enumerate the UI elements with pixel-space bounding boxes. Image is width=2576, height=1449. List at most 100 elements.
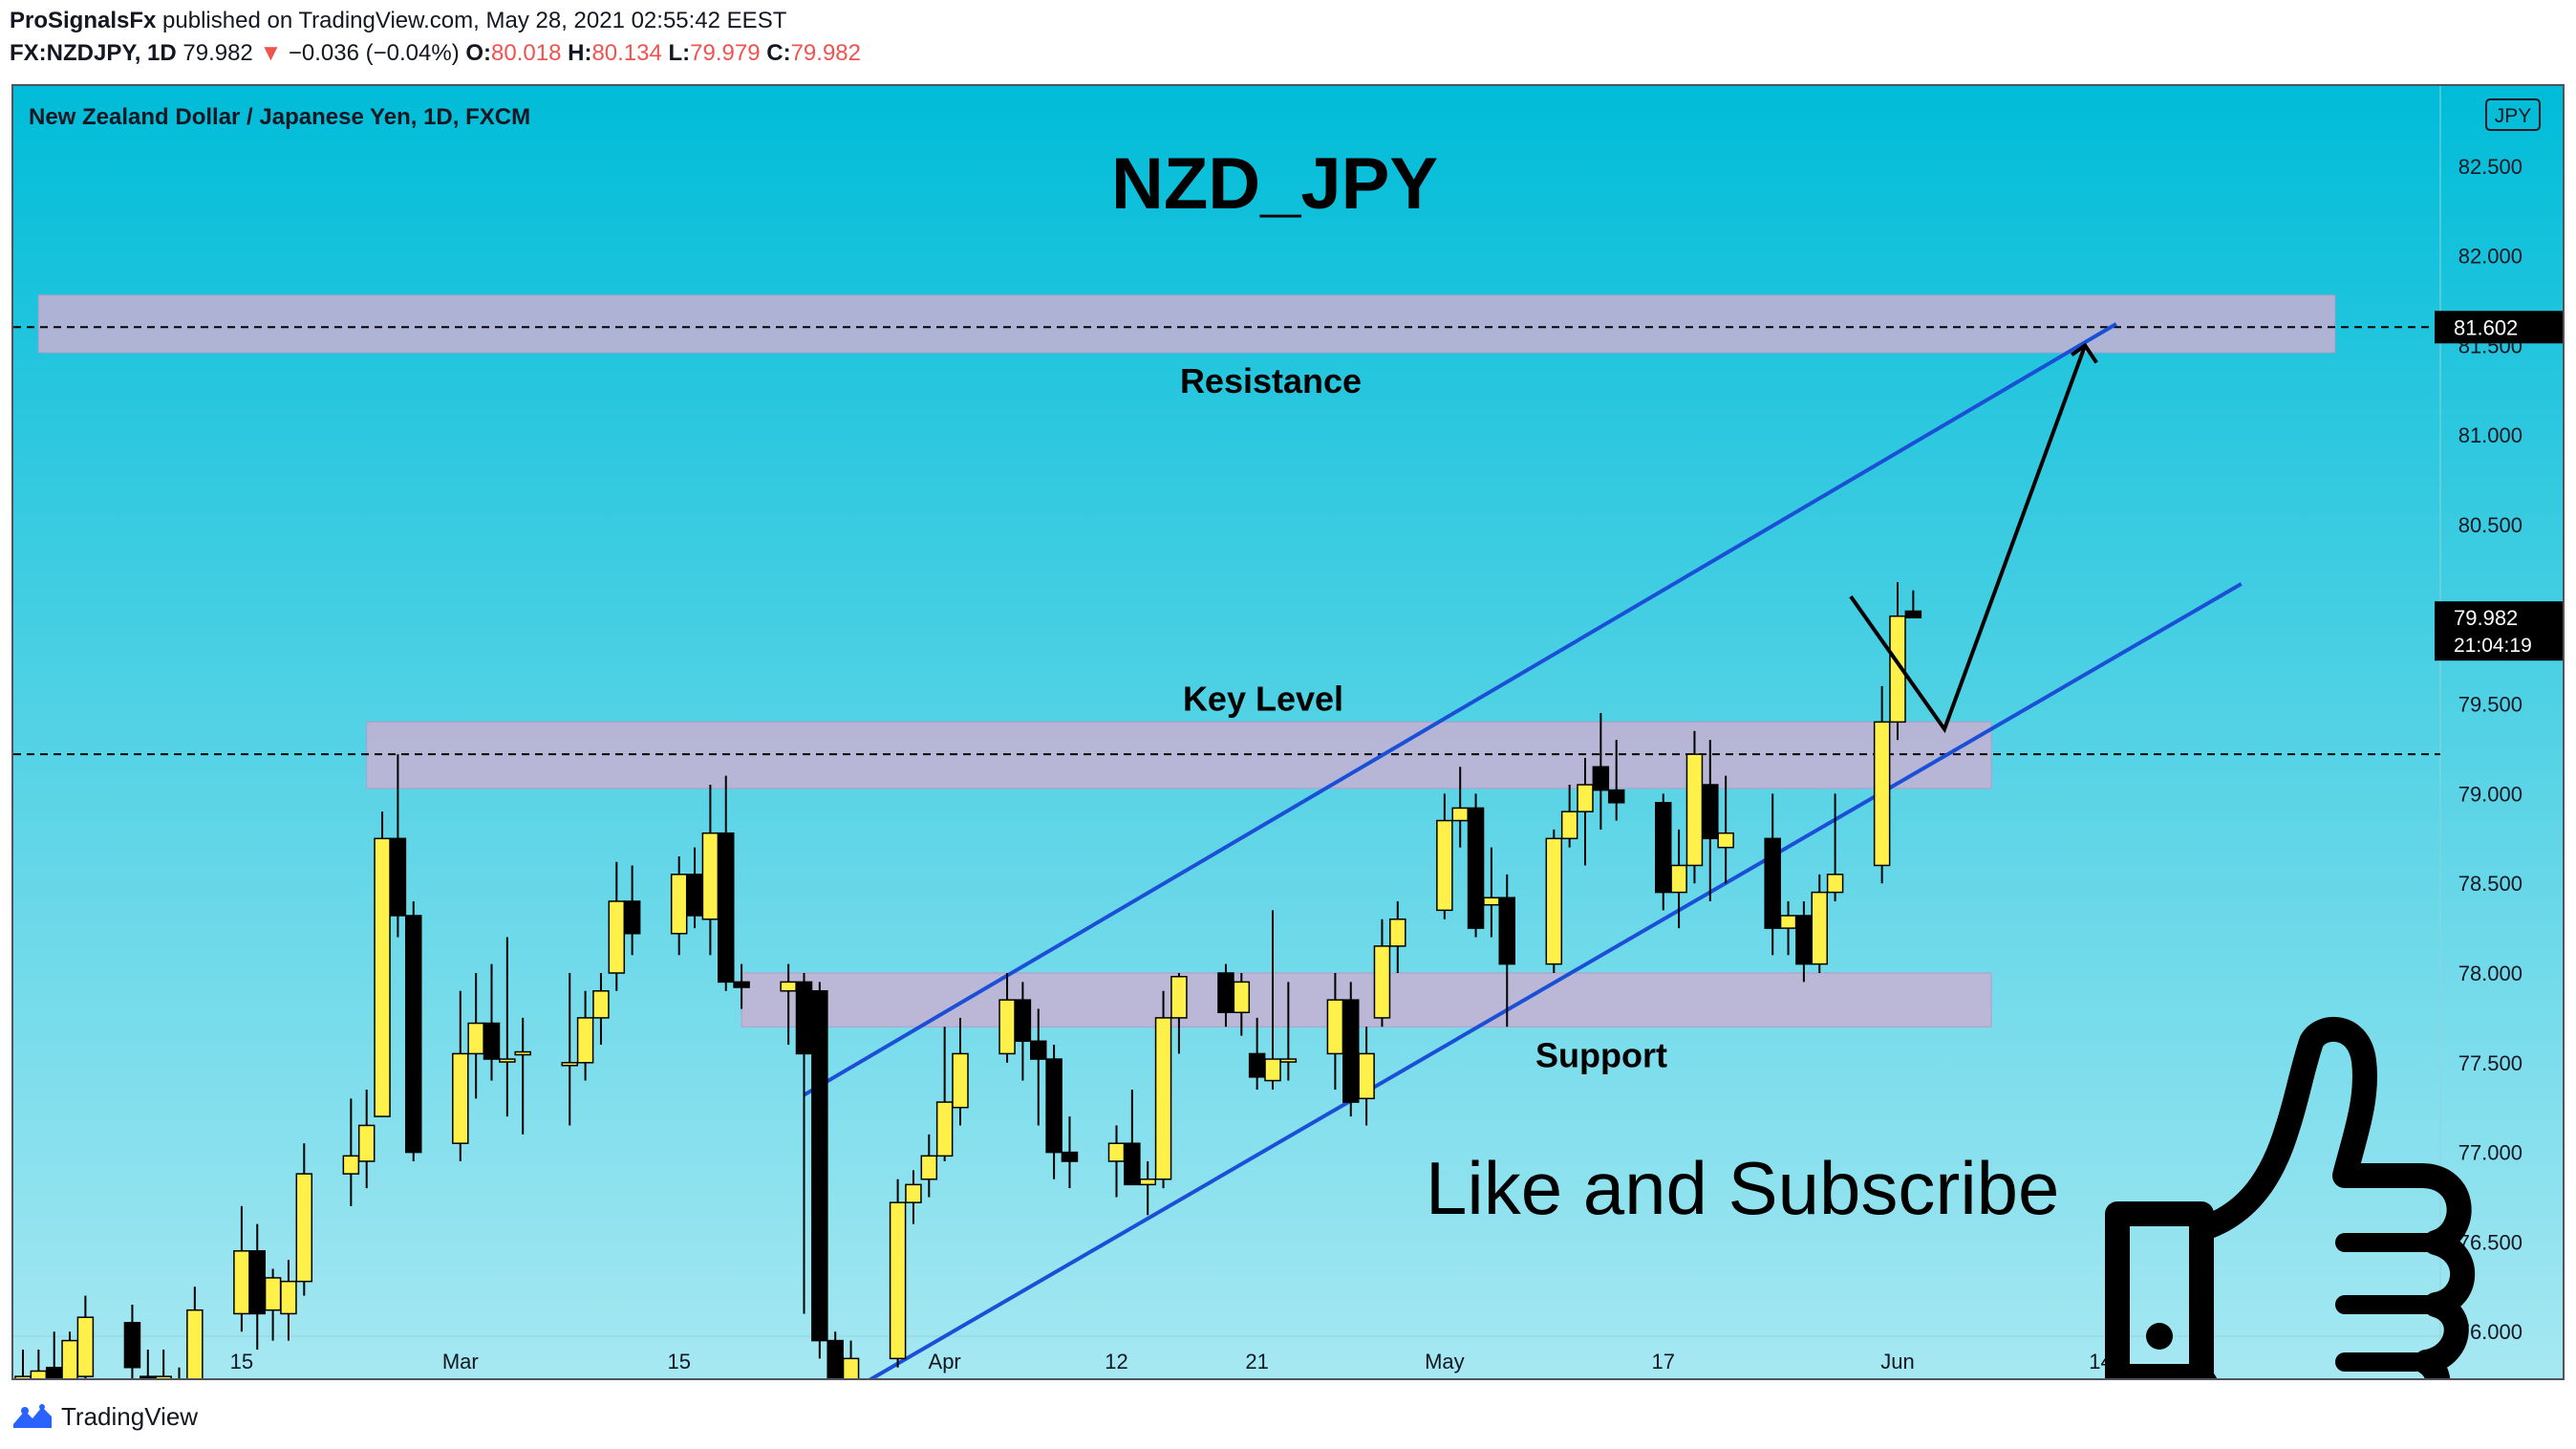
- chart-frame[interactable]: 83.00082.50082.00081.50081.00080.50080.0…: [11, 84, 2565, 1380]
- candle-body: [701, 832, 719, 920]
- candle-body: [826, 1339, 844, 1378]
- price-axis[interactable]: 83.00082.50082.00081.50081.00080.50080.0…: [2458, 86, 2522, 1378]
- price-tick-label: 77.500: [2458, 1051, 2522, 1075]
- candle: [1607, 740, 1625, 821]
- candle: [1045, 1045, 1063, 1179]
- candle: [1717, 775, 1734, 884]
- candle-body: [1389, 918, 1406, 947]
- currency-badge[interactable]: JPY: [2485, 98, 2541, 131]
- candle: [952, 1017, 969, 1126]
- candle: [889, 1179, 907, 1368]
- channel-lower-line: [869, 582, 2243, 1378]
- like-subscribe-text: Like and Subscribe: [1426, 1146, 2059, 1230]
- price-tick-label: 78.500: [2458, 872, 2522, 896]
- candle: [608, 861, 626, 991]
- close-value: 79.982: [790, 40, 861, 66]
- candle: [1560, 785, 1578, 848]
- candle-body: [1139, 1178, 1156, 1186]
- time-tick-label: 12: [1105, 1350, 1127, 1373]
- candle: [499, 937, 516, 1117]
- candle-body: [499, 1058, 516, 1063]
- candle: [1702, 740, 1719, 901]
- price-tag-box: [2435, 601, 2563, 661]
- candle: [1170, 973, 1188, 1054]
- candle-body: [514, 1050, 531, 1056]
- candle-body: [576, 1017, 594, 1064]
- candle-body: [1061, 1151, 1079, 1162]
- time-tick-label: Mar: [442, 1350, 479, 1373]
- candle-body: [248, 1250, 266, 1315]
- candle-body: [1811, 891, 1828, 965]
- candle-body: [61, 1339, 78, 1378]
- candle-body: [186, 1308, 204, 1378]
- candle: [514, 1017, 531, 1135]
- candle-body: [1873, 721, 1891, 867]
- candle: [1139, 1160, 1156, 1216]
- candle: [1670, 829, 1687, 929]
- candle: [1685, 730, 1704, 884]
- candle: [686, 847, 703, 929]
- published-text: published on TradingView.com, May 28, 20…: [162, 8, 787, 33]
- price-tag: 81.602: [2435, 311, 2563, 344]
- channel-layer: [803, 322, 2243, 1378]
- candle: [452, 990, 469, 1161]
- candle-body: [1904, 610, 1922, 618]
- open-label: O:: [465, 40, 492, 66]
- candle-body: [920, 1155, 938, 1180]
- candle: [718, 775, 735, 991]
- candle-body: [1436, 819, 1453, 912]
- candle-body: [952, 1052, 969, 1109]
- time-tick-label: Apr: [929, 1350, 961, 1373]
- price-tick-label: 76.000: [2458, 1320, 2522, 1344]
- candle: [1061, 1116, 1079, 1189]
- candle-body: [718, 832, 735, 984]
- candle: [1326, 973, 1344, 1090]
- candle-body: [1545, 837, 1563, 965]
- forecast-layer: [1849, 342, 2098, 734]
- author-name[interactable]: ProSignalsFx: [10, 8, 157, 33]
- candle-body: [123, 1322, 141, 1369]
- footer-brand[interactable]: TradingView: [61, 1401, 199, 1431]
- horizontal-lines-layer: [13, 326, 2440, 756]
- candle: [1154, 990, 1172, 1189]
- candle-body: [280, 1280, 297, 1315]
- candle-body: [342, 1155, 360, 1175]
- candle: [342, 1098, 360, 1206]
- candle-body: [1451, 807, 1469, 822]
- candle: [905, 1170, 922, 1224]
- candle: [140, 1349, 157, 1378]
- time-tick-label: May: [1425, 1350, 1465, 1373]
- candle-body: [1592, 766, 1610, 791]
- zone-label: Support: [1535, 1035, 1667, 1074]
- currency-badge-label: JPY: [2495, 105, 2532, 127]
- candle: [405, 900, 422, 1161]
- price-tick-label: 79.000: [2458, 782, 2522, 806]
- candle: [1233, 973, 1251, 1036]
- candle-body: [1233, 981, 1251, 1014]
- candle-body: [1014, 999, 1032, 1043]
- candle: [795, 973, 813, 1314]
- candle: [1826, 793, 1844, 901]
- instrument-label: New Zealand Dollar / Japanese Yen, 1D, F…: [29, 104, 530, 130]
- chart-title: NZD_JPY: [1111, 143, 1438, 225]
- candle: [45, 1331, 63, 1378]
- candle-body: [1467, 807, 1485, 929]
- candle: [30, 1349, 48, 1378]
- tradingview-logo-icon[interactable]: [11, 1403, 54, 1430]
- candle-body: [1358, 1052, 1375, 1100]
- candle-body: [780, 981, 797, 992]
- candle-body: [842, 1357, 860, 1378]
- candle: [1342, 982, 1360, 1117]
- price-change: −0.036 (−0.04%): [288, 40, 460, 66]
- candle-body: [795, 981, 813, 1055]
- candle-body: [1607, 789, 1625, 804]
- candle-body: [889, 1201, 907, 1360]
- candle-body: [483, 1022, 501, 1060]
- candle: [1655, 793, 1672, 911]
- candle-body: [155, 1375, 172, 1378]
- last-price: 79.982: [182, 40, 253, 66]
- channel-upper-line: [803, 322, 2117, 1097]
- candle: [1498, 874, 1515, 1027]
- candle-body: [233, 1250, 250, 1315]
- candlestick-chart[interactable]: 83.00082.50082.00081.50081.00080.50080.0…: [13, 86, 2563, 1378]
